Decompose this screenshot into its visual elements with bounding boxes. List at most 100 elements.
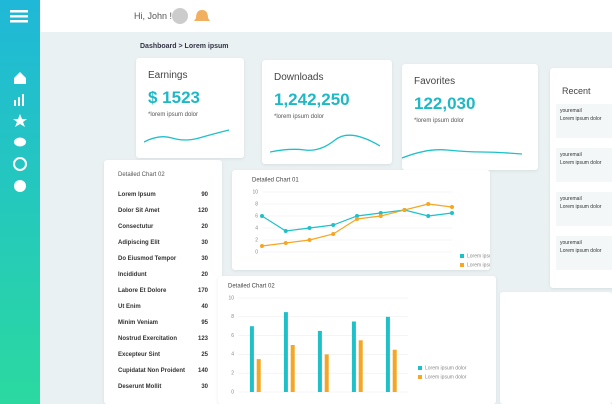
recent-email: youremail <box>560 152 582 158</box>
row-label: Minim Veniam <box>118 320 159 326</box>
list-row: Excepteur Sint 25 <box>118 352 208 358</box>
line-point <box>260 244 264 248</box>
sidebar <box>0 0 40 404</box>
bar <box>351 321 356 392</box>
row-value: 90 <box>201 192 208 198</box>
row-value: 25 <box>201 352 208 358</box>
recent-email: youremail <box>560 196 582 202</box>
avatar[interactable] <box>172 8 188 24</box>
legend-swatch <box>418 375 422 379</box>
list-row: Deserunt Mollit 30 <box>118 384 208 390</box>
line-point <box>283 241 288 245</box>
line-point <box>331 223 336 227</box>
recent-text: Lorem ipsum dolor <box>560 248 602 254</box>
row-label: Consectutur <box>118 224 154 230</box>
recent-email: youremail <box>560 108 582 114</box>
stat-card: Favorites 122,030 *lorem ipsum dolor <box>402 64 538 170</box>
recent-email: youremail <box>560 240 582 246</box>
y-tick-label: 8 <box>255 201 258 207</box>
list-row: Incididunt 20 <box>118 272 208 278</box>
y-tick-label: 0 <box>255 249 258 255</box>
stat-card: Downloads 1,242,250 *lorem ipsum dolor <box>262 60 392 164</box>
chart-title: Detailed Chart 02 <box>228 284 275 290</box>
legend-label: Lorem ipsum dolor <box>425 374 467 380</box>
row-label: Excepteur Sint <box>118 352 161 358</box>
row-label: Do Eiusmod Tempor <box>118 256 177 262</box>
list-row: Nostrud Exercitation 123 <box>118 336 208 342</box>
stat-card: Earnings $ 1523 *lorem ipsum dolor <box>136 58 244 158</box>
row-value: 40 <box>201 304 208 310</box>
card-title: Downloads <box>274 72 324 83</box>
y-tick-label: 6 <box>231 333 234 339</box>
card-note: *lorem ipsum dolor <box>414 118 465 124</box>
row-label: Dolor Sit Amet <box>118 208 160 214</box>
info-icon[interactable] <box>14 180 26 192</box>
recent-text: Lorem ipsum dolor <box>560 204 602 210</box>
chart-title: Detailed Chart 01 <box>252 178 299 184</box>
legend-swatch <box>460 263 464 267</box>
y-tick-label: 8 <box>231 314 234 320</box>
home-icon[interactable] <box>14 72 26 84</box>
line-point <box>307 238 312 242</box>
row-value: 30 <box>201 384 208 390</box>
bar <box>385 316 390 392</box>
bar-chart-panel: Detailed Chart 02 0 2 4 6 8 10 Lorem ipsum dolo… <box>218 276 496 404</box>
recent-item: youremail Lorem ipsum dolor <box>556 192 612 226</box>
y-tick-label: 4 <box>255 225 258 231</box>
line-point <box>426 202 431 206</box>
list-row: Consectutur 20 <box>118 224 208 230</box>
row-value: 120 <box>197 208 208 214</box>
list-row: Dolor Sit Amet 120 <box>118 208 208 214</box>
list-row: Minim Veniam 95 <box>118 320 208 326</box>
line-chart: Detailed Chart 01 0 2 4 6 8 10 Lorem ipsum dolo… <box>252 178 509 269</box>
recent-item: youremail Lorem ipsum dolor <box>556 148 612 182</box>
row-label: Lorem Ipsum <box>118 192 156 198</box>
card-value: 1,242,250 <box>274 90 350 109</box>
card-note: *lorem ipsum dolor <box>274 114 325 120</box>
greeting: Hi, John ! <box>134 11 173 21</box>
legend-label: Lorem ipsum dolor <box>467 253 490 259</box>
row-label: Nostrud Exercitation <box>118 336 178 342</box>
y-tick-label: 4 <box>231 352 234 358</box>
breadcrumb: Dashboard > Lorem ipsum <box>140 43 229 50</box>
sparkline <box>270 134 381 153</box>
card-title: Earnings <box>148 70 188 81</box>
line-point <box>426 214 431 218</box>
recent-text: Lorem ipsum dolor <box>560 116 602 122</box>
stats-icon[interactable] <box>14 100 16 106</box>
row-value: 30 <box>201 240 208 246</box>
row-label: Labore Et Dolore <box>118 288 167 294</box>
bar <box>283 312 288 392</box>
line-point <box>260 214 264 218</box>
line-point <box>283 229 288 233</box>
card-value: $ 1523 <box>148 88 200 107</box>
star-icon[interactable] <box>13 114 27 127</box>
empty-panel <box>500 292 612 404</box>
list-panel: Detailed Chart 02 Lorem Ipsum 90 Dolor Sit… <box>104 160 222 404</box>
settings-icon[interactable] <box>13 157 27 171</box>
line-point <box>355 217 359 221</box>
legend-label: Lorem ipsum dolor <box>425 365 467 371</box>
recent-panel: Recent youremail Lorem ipsum dolor yourema… <box>550 68 612 288</box>
bell-icon[interactable] <box>194 10 210 21</box>
legend-swatch <box>418 366 422 370</box>
line-chart-panel: Detailed Chart 01 0 2 4 6 8 10 Lorem ipsum dolo… <box>232 170 509 270</box>
row-value: 95 <box>201 320 208 326</box>
recent-item: youremail Lorem ipsum dolor <box>556 236 612 270</box>
sparkline <box>144 129 230 143</box>
line-point <box>378 214 383 218</box>
line-point <box>307 226 312 230</box>
menu-icon[interactable] <box>10 10 28 13</box>
row-value: 140 <box>197 368 208 374</box>
line-point <box>355 214 359 218</box>
y-tick-label: 6 <box>255 213 258 219</box>
line-point <box>378 211 383 215</box>
bar <box>249 326 254 392</box>
row-label: Incididunt <box>118 272 147 278</box>
chat-icon[interactable] <box>14 137 26 147</box>
recent-title: Recent <box>562 86 591 96</box>
y-tick-label: 10 <box>228 295 234 301</box>
bar <box>324 354 329 392</box>
line-point <box>450 205 454 209</box>
